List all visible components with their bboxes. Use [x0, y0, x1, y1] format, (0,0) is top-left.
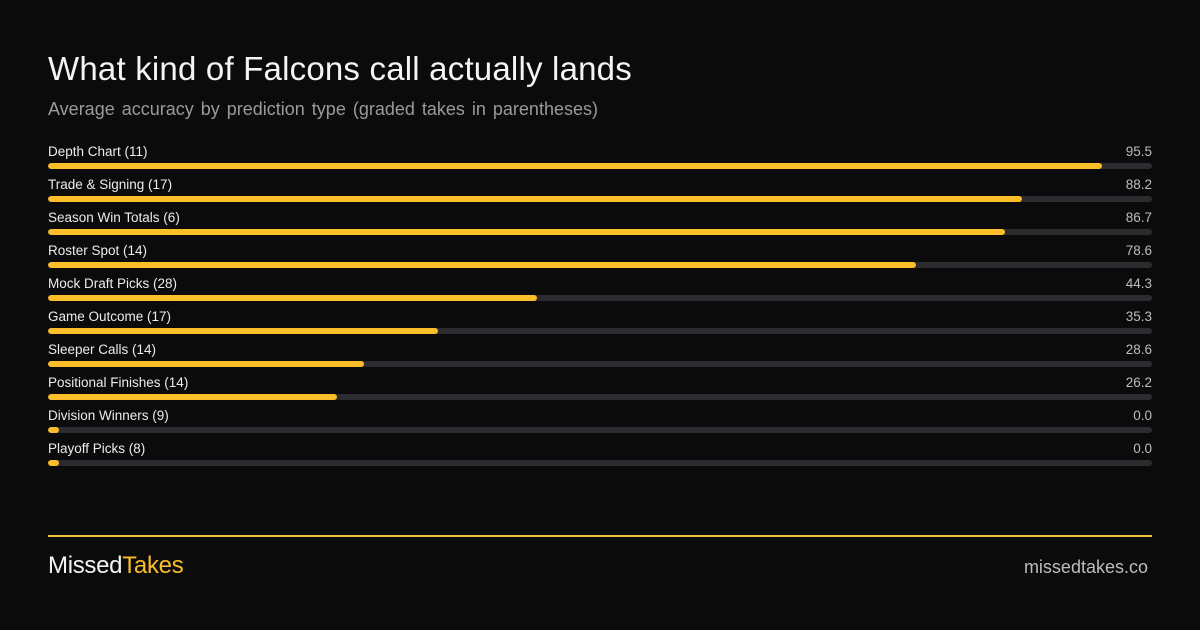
- chart-subtitle: Average accuracy by prediction type (gra…: [48, 99, 598, 119]
- bar-track: [48, 196, 1152, 202]
- bar-row: Sleeper Calls (14) 28.6: [48, 341, 1152, 374]
- bar-label: Season Win Totals (6): [48, 210, 180, 225]
- bar-row: Positional Finishes (14) 26.2: [48, 374, 1152, 407]
- bar-row: Mock Draft Picks (28) 44.3: [48, 275, 1152, 308]
- bar-label: Mock Draft Picks (28): [48, 276, 178, 291]
- bar: [48, 427, 59, 433]
- bar-label: Game Outcome (17): [48, 309, 172, 324]
- brand-name-part1: Missed: [48, 552, 123, 579]
- bar: [48, 262, 916, 268]
- bar-track: [48, 394, 1152, 400]
- bar-track: [48, 328, 1152, 334]
- chart-title: What kind of Falcons call actually lands: [48, 50, 632, 87]
- brand-logo: MissedTakes: [48, 552, 184, 580]
- bar-value-label: 78.6: [1125, 243, 1152, 258]
- bar-label: Division Winners (9): [48, 408, 169, 423]
- bar-row: Game Outcome (17) 35.3: [48, 308, 1152, 341]
- bar-row: Trade & Signing (17) 88.2: [48, 176, 1152, 209]
- bar-track: [48, 229, 1152, 235]
- bar-track: [48, 163, 1152, 169]
- bar-value-label: 0.0: [1133, 441, 1152, 456]
- bar: [48, 328, 438, 334]
- bar-value-label: 95.5: [1125, 144, 1152, 159]
- bar-label: Trade & Signing (17): [48, 177, 173, 192]
- bar-value-label: 35.3: [1125, 309, 1152, 324]
- bar-value-label: 44.3: [1125, 276, 1152, 291]
- bar-row: Playoff Picks (8) 0.0: [48, 440, 1152, 473]
- bar: [48, 229, 1006, 235]
- bar-row: Depth Chart (11) 95.5: [48, 143, 1152, 176]
- bar-track: [48, 262, 1152, 268]
- bar-label: Depth Chart (11): [48, 144, 148, 159]
- footer-divider: [48, 535, 1152, 537]
- bar-label: Roster Spot (14): [48, 243, 148, 258]
- bar-row: Division Winners (9) 0.0: [48, 407, 1152, 440]
- bar-label: Positional Finishes (14): [48, 375, 189, 390]
- bar-row: Roster Spot (14) 78.6: [48, 242, 1152, 275]
- brand-name-part2: Takes: [122, 552, 184, 579]
- bar-track: [48, 295, 1152, 301]
- bar: [48, 460, 59, 466]
- bar: [48, 361, 364, 367]
- bar-value-label: 26.2: [1125, 375, 1152, 390]
- bar-label: Sleeper Calls (14): [48, 342, 157, 357]
- bar: [48, 394, 338, 400]
- bar-row: Season Win Totals (6) 86.7: [48, 209, 1152, 242]
- bar-track: [48, 460, 1152, 466]
- bar-track: [48, 361, 1152, 367]
- bar: [48, 163, 1103, 169]
- bar-value-label: 28.6: [1125, 342, 1152, 357]
- bar-track: [48, 427, 1152, 433]
- bar-value-label: 88.2: [1125, 177, 1152, 192]
- bar: [48, 295, 538, 301]
- bar-value-label: 86.7: [1125, 210, 1152, 225]
- bar: [48, 196, 1022, 202]
- bar-chart: Depth Chart (11) 95.5 Trade & Signing (17)…: [48, 143, 1152, 473]
- bar-value-label: 0.0: [1133, 408, 1152, 423]
- site-url: missedtakes.co: [1023, 557, 1148, 577]
- bar-label: Playoff Picks (8): [48, 441, 146, 456]
